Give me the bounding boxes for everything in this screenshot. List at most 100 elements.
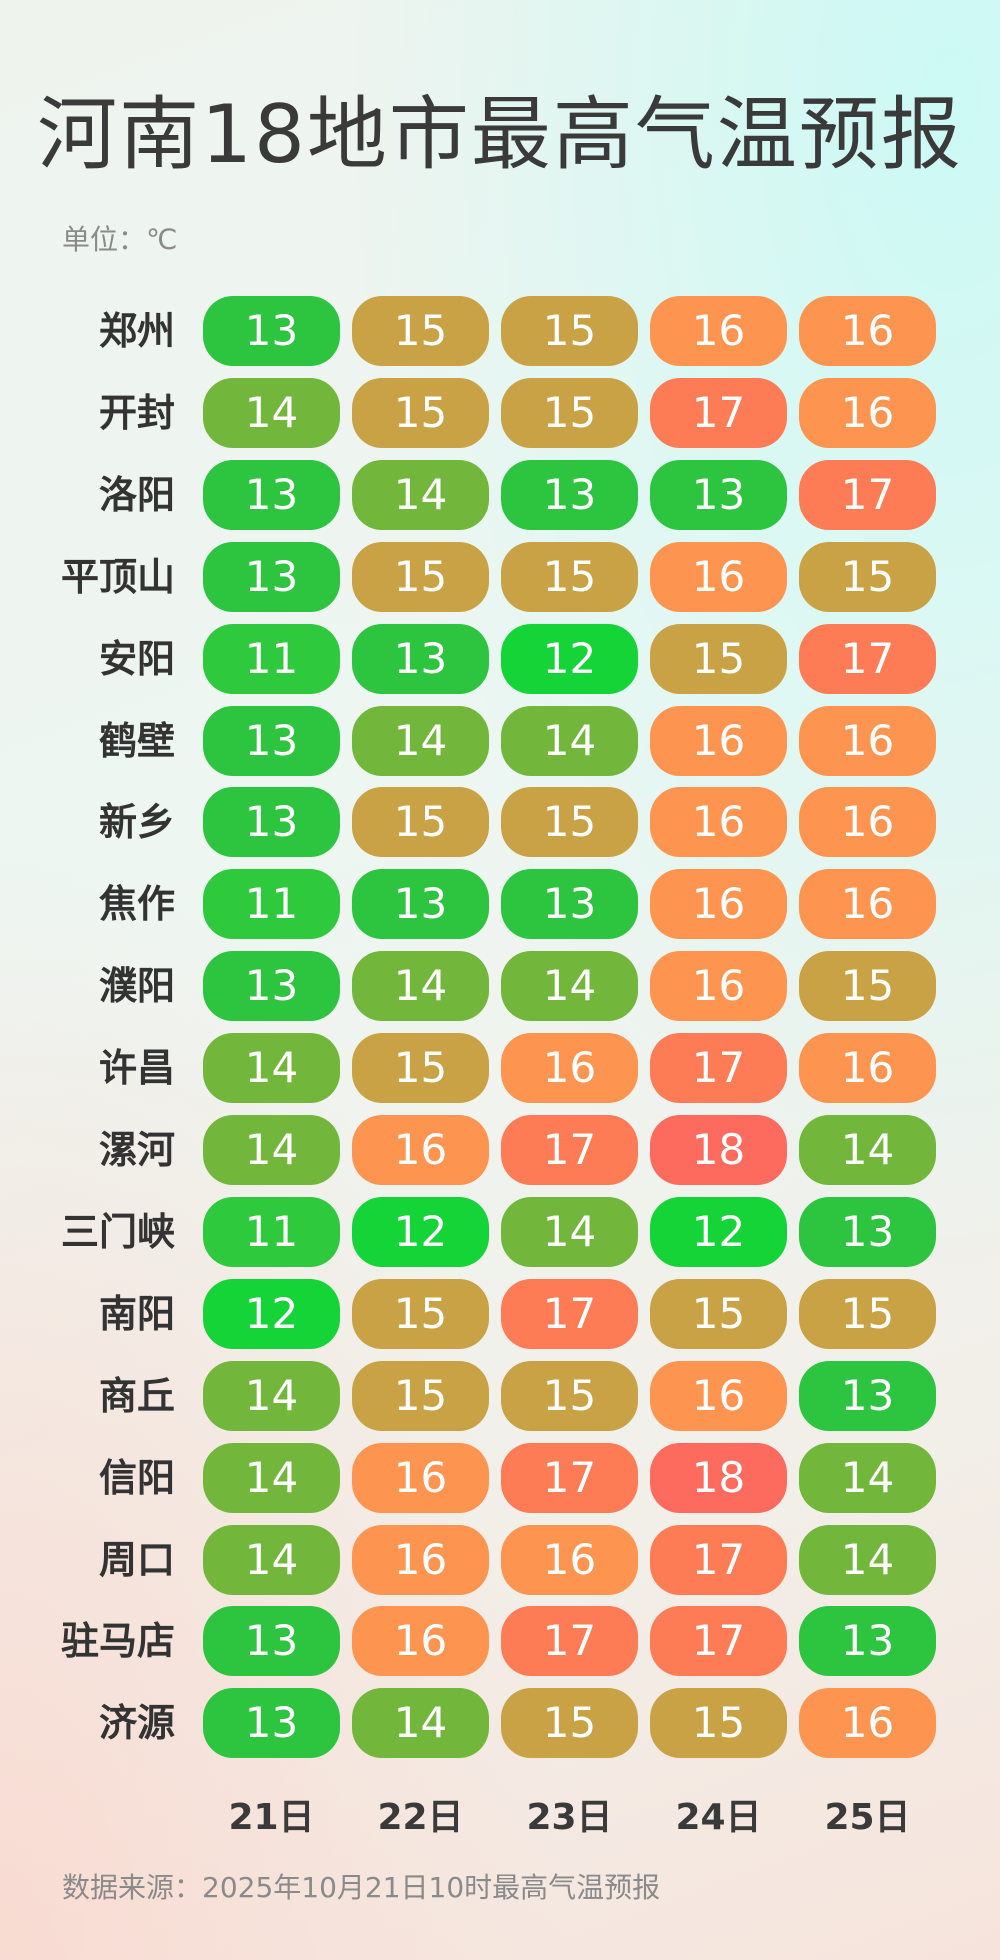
temperature-cell: 17 [650, 1525, 787, 1595]
temperature-cell: 14 [203, 1443, 340, 1513]
temperature-cell: 13 [650, 460, 787, 530]
temperature-cell: 13 [203, 951, 340, 1021]
temperature-cell: 18 [650, 1115, 787, 1185]
temperature-cell: 17 [501, 1606, 638, 1676]
temperature-cell: 15 [650, 1279, 787, 1349]
city-label: 濮阳 [98, 964, 175, 1008]
temperature-cell: 16 [650, 1361, 787, 1431]
temperature-cell: 13 [501, 869, 638, 939]
temperature-cell: 15 [352, 378, 489, 448]
day-label: 24日 [675, 1797, 762, 1838]
temperature-cell: 16 [501, 1525, 638, 1595]
temperature-cell: 16 [799, 869, 936, 939]
temperature-cell: 15 [501, 296, 638, 366]
city-label: 济源 [98, 1701, 175, 1745]
temperature-cell: 15 [501, 378, 638, 448]
page-title: 河南18地市最高气温预报 [37, 88, 963, 181]
day-label: 21日 [228, 1797, 315, 1838]
temperature-cell: 15 [650, 624, 787, 694]
temperature-cell: 17 [650, 1033, 787, 1103]
temperature-cell: 14 [799, 1115, 936, 1185]
city-label: 驻马店 [60, 1619, 175, 1663]
temperature-cell: 15 [799, 1279, 936, 1349]
temperature-cell: 16 [650, 951, 787, 1021]
temperature-cell: 14 [203, 1033, 340, 1103]
city-label: 郑州 [98, 309, 175, 353]
temperature-cell: 17 [650, 1606, 787, 1676]
temperature-cell: 14 [352, 951, 489, 1021]
temperature-cell: 15 [501, 1361, 638, 1431]
city-label: 焦作 [98, 882, 175, 926]
temperature-cell: 15 [650, 1688, 787, 1758]
temperature-cell: 13 [352, 869, 489, 939]
city-label: 漯河 [98, 1128, 175, 1172]
city-label: 信阳 [98, 1456, 175, 1500]
temperature-cell: 16 [352, 1443, 489, 1513]
temperature-cell: 16 [650, 869, 787, 939]
temperature-cell: 14 [352, 460, 489, 530]
unit-label: 单位：℃ [62, 223, 178, 256]
temperature-cell: 16 [799, 378, 936, 448]
temperature-cell: 15 [799, 542, 936, 612]
city-label: 三门峡 [60, 1210, 175, 1254]
temperature-cell: 17 [501, 1115, 638, 1185]
temperature-cell: 14 [203, 1361, 340, 1431]
temperature-cell: 16 [352, 1606, 489, 1676]
day-label: 22日 [377, 1797, 464, 1838]
temperature-cell: 12 [650, 1197, 787, 1267]
temperature-cell: 13 [203, 1688, 340, 1758]
temperature-cell: 16 [650, 542, 787, 612]
temperature-cell: 14 [352, 1688, 489, 1758]
temperature-cell: 15 [501, 1688, 638, 1758]
temperature-cell: 15 [352, 787, 489, 857]
temperature-cell: 15 [352, 542, 489, 612]
temperature-cell: 17 [799, 460, 936, 530]
city-label: 开封 [98, 391, 175, 435]
temperature-cell: 12 [203, 1279, 340, 1349]
temperature-cell: 17 [650, 378, 787, 448]
day-label: 25日 [824, 1797, 911, 1838]
temperature-cell: 14 [799, 1443, 936, 1513]
temperature-cell: 18 [650, 1443, 787, 1513]
temperature-cell: 11 [203, 1197, 340, 1267]
city-label: 洛阳 [98, 473, 175, 517]
temperature-cell: 16 [799, 1688, 936, 1758]
temperature-cell: 14 [501, 706, 638, 776]
temperature-cell: 15 [501, 787, 638, 857]
temperature-cell: 11 [203, 869, 340, 939]
temperature-cell: 13 [203, 542, 340, 612]
temperature-cell: 15 [799, 951, 936, 1021]
city-label: 鹤壁 [98, 719, 175, 763]
temperature-cell: 13 [799, 1606, 936, 1676]
temperature-cell: 13 [203, 296, 340, 366]
temperature-cell: 15 [352, 1279, 489, 1349]
city-label: 安阳 [98, 637, 175, 681]
temperature-cell: 16 [799, 296, 936, 366]
temperature-cell: 13 [799, 1197, 936, 1267]
temperature-cell: 16 [650, 787, 787, 857]
city-label: 周口 [98, 1538, 175, 1582]
temperature-cell: 13 [203, 706, 340, 776]
temperature-cell: 17 [799, 624, 936, 694]
city-label: 许昌 [98, 1046, 175, 1090]
city-label: 南阳 [98, 1292, 175, 1336]
temperature-cell: 16 [799, 706, 936, 776]
temperature-cell: 16 [650, 296, 787, 366]
temperature-cell: 16 [650, 706, 787, 776]
temperature-cell: 14 [352, 706, 489, 776]
temperature-cell: 16 [799, 787, 936, 857]
temperature-cell: 13 [501, 460, 638, 530]
temperature-cell: 16 [799, 1033, 936, 1103]
temperature-cell: 16 [352, 1525, 489, 1595]
temperature-cell: 15 [352, 296, 489, 366]
temperature-cell: 17 [501, 1279, 638, 1349]
temperature-cell: 14 [501, 1197, 638, 1267]
city-label: 商丘 [98, 1374, 175, 1418]
temperature-cell: 14 [799, 1525, 936, 1595]
temperature-cell: 14 [203, 378, 340, 448]
day-label: 23日 [526, 1797, 613, 1838]
temperature-cell: 15 [352, 1033, 489, 1103]
temperature-cell: 14 [203, 1115, 340, 1185]
temperature-cell: 14 [501, 951, 638, 1021]
